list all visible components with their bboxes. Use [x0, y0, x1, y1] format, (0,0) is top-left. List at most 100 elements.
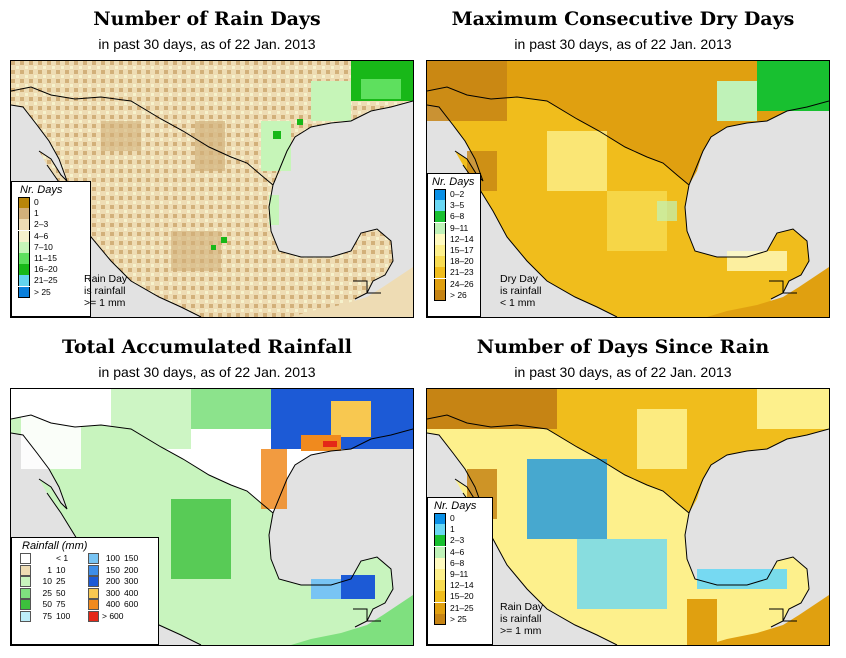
legend-note: Dry Day is rainfall < 1 mm: [500, 273, 541, 309]
legend-note: Rain Day is rainfall >= 1 mm: [84, 273, 127, 309]
legend-swatch: [18, 275, 30, 287]
panel-title: Number of Rain Days: [93, 8, 321, 30]
legend-swatch: [434, 222, 446, 234]
land-area: [11, 389, 413, 645]
legend-label: 100: [56, 611, 71, 621]
legend-swatch: [88, 611, 99, 622]
panel-title: Number of Days Since Rain: [476, 336, 770, 358]
legend-swatch: [88, 564, 99, 576]
legend-label: 10: [42, 576, 52, 587]
legend-item: 12–14: [428, 233, 480, 245]
legend-label: > 26: [450, 289, 467, 300]
legend-item: 11–15: [12, 252, 90, 264]
legend-label: 10: [56, 564, 66, 575]
legend-label: 300: [124, 576, 139, 587]
legend-item: 300 400: [88, 587, 152, 599]
legend-label: 16–20: [34, 264, 58, 275]
legend-label: 50: [42, 599, 52, 610]
legend-label: 1: [47, 564, 52, 575]
legend-swatch: [434, 546, 446, 558]
legend-title: Nr. Days: [434, 500, 477, 512]
note-line: Dry Day: [500, 273, 538, 285]
land-area: [427, 61, 829, 317]
legend-swatch: [18, 208, 30, 220]
legend-label: < 1: [56, 553, 69, 563]
legend-item: 150 200: [88, 564, 152, 576]
legend-item: 21–25: [12, 275, 90, 287]
legend-swatch: [88, 587, 99, 599]
map-canvas: [427, 61, 829, 317]
legend-label: 21–25: [450, 602, 474, 613]
legend-item: 16–20: [12, 264, 90, 276]
legend-swatch: [434, 278, 446, 290]
legend-swatch: [434, 233, 446, 245]
legend-item: 12–14: [428, 580, 492, 592]
legend-swatch: [88, 553, 99, 564]
legend-label: 150: [124, 553, 139, 563]
legend-label: 150: [105, 564, 120, 575]
legend-item: 4–6: [12, 230, 90, 242]
legend-label: > 25: [34, 286, 51, 297]
legend-label: 75: [56, 599, 66, 610]
legend-items: 0 1 2–3 4–6 7–10 11–15 16–20 21–25 > 25: [12, 197, 90, 298]
legend-swatch: [18, 286, 30, 298]
legend-item: 2–3: [12, 219, 90, 231]
legend-label: 24–26: [450, 278, 474, 289]
legend-item: 3–5: [428, 200, 480, 212]
legend-item: 21–25: [428, 602, 492, 614]
borders: [427, 86, 829, 317]
legend-label: 15–20: [450, 591, 474, 602]
legend-label: 11–15: [34, 252, 58, 263]
legend-swatch: [20, 611, 31, 622]
note-line: Rain Day: [500, 601, 544, 613]
panel-dry-days: Maximum Consecutive Dry Days in past 30 …: [416, 0, 830, 318]
legend-label: 4–6: [450, 546, 465, 557]
legend-swatch: [434, 189, 446, 200]
legend-item: > 25: [428, 613, 492, 625]
legend-label: 1: [34, 208, 39, 219]
legend-label: 6–8: [450, 557, 465, 568]
panel-since-rain: Number of Days Since Rain in past 30 day…: [416, 328, 830, 646]
legend-item: 100 150: [88, 553, 152, 564]
legend-item: 0–2: [428, 189, 480, 200]
legend-item: < 1: [20, 553, 84, 564]
legend-swatch: [434, 200, 446, 212]
legend-swatch: [434, 613, 446, 625]
legend-label: 1: [450, 524, 455, 535]
legend-item: > 26: [428, 289, 480, 301]
legend-item: 2–3: [428, 535, 492, 547]
legend-swatch: [434, 602, 446, 614]
legend-swatch: [20, 564, 31, 576]
legend-swatch: [434, 267, 446, 279]
legend-swatch: [18, 230, 30, 242]
note-line: is rainfall: [500, 285, 542, 297]
legend-item: 1: [12, 208, 90, 220]
legend-item: > 600: [88, 611, 152, 622]
note-line: >= 1 mm: [500, 625, 542, 637]
legend-swatch: [434, 256, 446, 268]
legend-label: 3–5: [450, 200, 465, 211]
legend-item: 25 50: [20, 587, 84, 599]
legend-item: 15–17: [428, 244, 480, 256]
legend-swatch: [434, 591, 446, 603]
legend-item: 10 25: [20, 576, 84, 588]
legend-swatch: [434, 513, 446, 524]
legend-swatch: [434, 289, 446, 301]
legend-label: 0: [450, 513, 455, 523]
legend-label: 200: [105, 576, 120, 587]
legend-label: 600: [124, 599, 139, 610]
legend-swatch: [88, 599, 99, 611]
legend-since-rain: Nr. Days 0 1 2–3 4–6 6–8 9–11 12–14 15–20 21–25 >…: [427, 497, 493, 645]
legend-item: > 25: [12, 286, 90, 298]
legend-item: 21–23: [428, 267, 480, 279]
note-line: is rainfall: [500, 613, 542, 625]
legend-item: 6–8: [428, 557, 492, 569]
legend-label: 12–14: [450, 233, 474, 244]
legend-item: 4–6: [428, 546, 492, 558]
legend-rain-days: Nr. Days 0 1 2–3 4–6 7–10 11–15 16–20 21–25 > 25: [11, 181, 91, 317]
note-line: is rainfall: [84, 285, 126, 297]
panel-subtitle: in past 30 days, as of 22 Jan. 2013: [98, 364, 316, 380]
legend-swatch: [18, 241, 30, 253]
map-rain-days: Nr. Days 0 1 2–3 4–6 7–10 11–15 16–20 21–25 > 25…: [10, 60, 414, 318]
legend-item: 24–26: [428, 278, 480, 290]
